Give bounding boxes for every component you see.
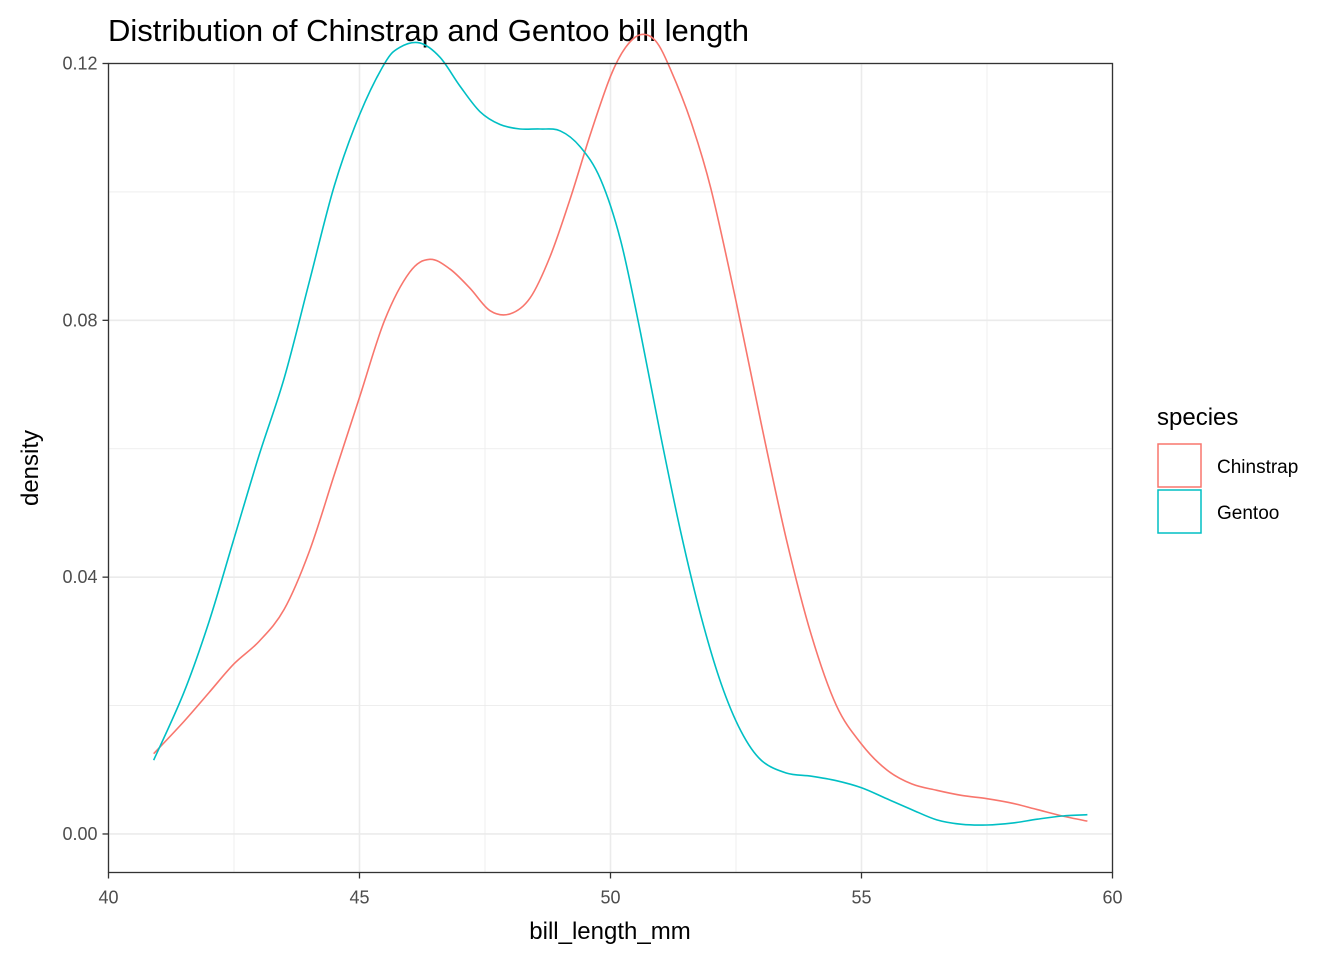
x-axis-title: bill_length_mm xyxy=(529,918,690,945)
density-lines xyxy=(152,33,1088,826)
x-tick-label: 55 xyxy=(851,888,871,908)
density-line-gentoo xyxy=(152,41,1088,826)
legend: species Chinstrap Gentoo xyxy=(1157,404,1298,534)
x-tick-label: 50 xyxy=(600,888,620,908)
plot-area xyxy=(107,33,1114,874)
legend-key-gentoo xyxy=(1157,489,1202,534)
y-axis: 0.00 0.04 0.08 0.12 xyxy=(62,54,109,844)
legend-label-gentoo: Gentoo xyxy=(1217,503,1279,524)
y-tick-label: 0.08 xyxy=(62,310,97,330)
x-tick-label: 40 xyxy=(98,888,118,908)
y-tick-label: 0.04 xyxy=(62,567,97,587)
x-axis: 40 45 50 55 60 xyxy=(98,872,1123,908)
legend-key-chinstrap xyxy=(1157,443,1202,488)
legend-label-chinstrap: Chinstrap xyxy=(1217,457,1298,478)
x-tick-label: 45 xyxy=(349,888,369,908)
chart-title: Distribution of Chinstrap and Gentoo bil… xyxy=(108,13,749,48)
density-line-chinstrap xyxy=(153,33,1088,822)
y-tick-label: 0.00 xyxy=(62,824,97,844)
legend-title: species xyxy=(1157,404,1238,431)
y-tick-label: 0.12 xyxy=(62,54,97,74)
legend-items: Chinstrap Gentoo xyxy=(1157,443,1298,534)
y-axis-title: density xyxy=(17,430,44,506)
x-tick-label: 60 xyxy=(1102,888,1122,908)
